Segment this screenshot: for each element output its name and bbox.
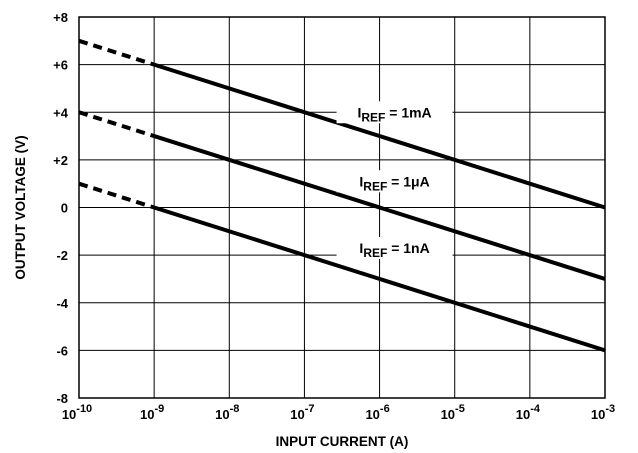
- y-tick-label: +2: [53, 153, 68, 168]
- series-1-dashed-extension: [78, 38, 155, 67]
- series-2-line: [153, 134, 606, 281]
- y-tick-label: -2: [56, 248, 68, 263]
- x-tick-label: 10-5: [441, 403, 465, 422]
- y-tick-label: -8: [56, 391, 68, 406]
- x-tick-label: 10-7: [290, 403, 314, 422]
- y-axis-title: OUTPUT VOLTAGE (V): [13, 135, 28, 279]
- series-3-dashed-extension: [78, 181, 155, 210]
- series-lines: [78, 38, 606, 353]
- x-tick-label: 10-3: [591, 403, 615, 422]
- y-tick-label: -6: [56, 343, 68, 358]
- series-2-dashed-extension: [78, 110, 155, 138]
- series-2-label: IREF = 1μA: [359, 173, 429, 193]
- x-axis-title: INPUT CURRENT (A): [276, 434, 409, 449]
- series-1-line: [153, 62, 606, 210]
- x-tick-label: 10-10: [62, 403, 92, 422]
- x-tick-labels: 10-10 10-9 10-8 10-7 10-6 10-5 10-4 10-3: [62, 403, 615, 422]
- y-tick-label: +8: [53, 10, 68, 25]
- y-tick-label: 0: [61, 201, 68, 216]
- series-3-label-background: [336, 236, 453, 259]
- series-1-label-background: [336, 101, 453, 124]
- series-1-label: IREF = 1mA: [357, 104, 431, 124]
- y-tick-label: -4: [56, 296, 68, 311]
- y-tick-label: +4: [53, 105, 69, 120]
- x-tick-label: 10-9: [140, 403, 164, 422]
- plot-frame: [78, 16, 606, 399]
- series-3-label: IREF = 1nA: [359, 240, 429, 260]
- x-tick-label: 10-4: [516, 403, 541, 422]
- y-tick-labels: +8 +6 +4 +2 0 -2 -4 -6 -8: [53, 10, 69, 406]
- x-tick-label: 10-8: [215, 403, 239, 422]
- y-tick-label: +6: [53, 58, 68, 73]
- x-tick-label: 10-6: [365, 403, 389, 422]
- series-annotations: IREF = 1mA IREF = 1μA IREF = 1nA: [336, 101, 453, 260]
- series-2-label-background: [336, 170, 453, 193]
- series-3-line: [153, 205, 606, 353]
